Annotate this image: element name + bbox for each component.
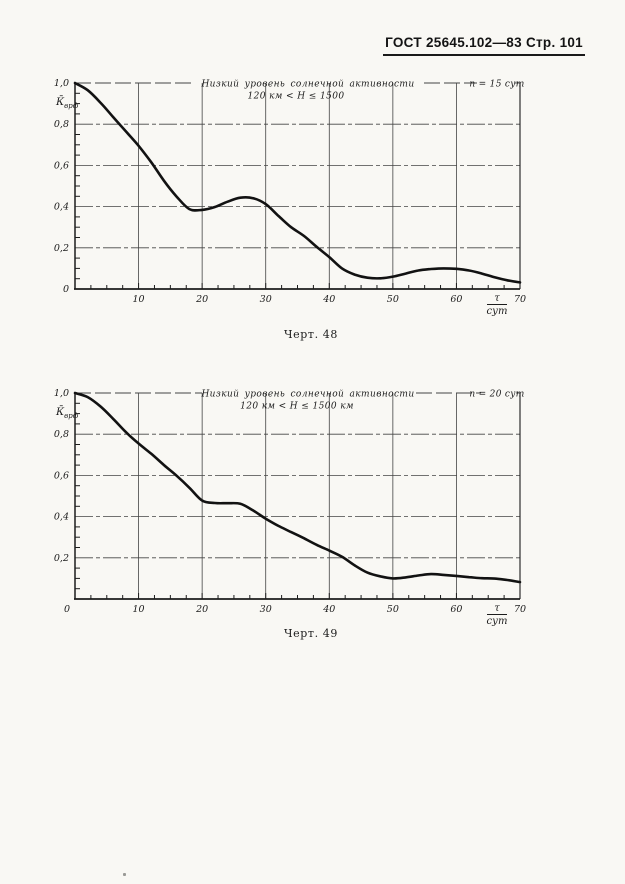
x-tick-label: 60	[450, 294, 462, 305]
y-tick-label: 0,8	[54, 429, 69, 440]
x-tick-label: 30	[260, 604, 272, 615]
x-unit-denominator: сут	[487, 306, 508, 317]
figure-caption: Черт. 49	[284, 627, 338, 640]
y-tick-label: 1,0	[54, 78, 69, 89]
x-tick-label: 70	[514, 294, 526, 305]
x-tick-label: 0	[64, 604, 70, 615]
figure-49-plot-area: 0 10 20 30 40 50 60 70 0,2 0,4 0,6 0,8 1,0 К̄врф τ сут	[54, 388, 526, 627]
y-axis-label: К̄врф	[55, 95, 79, 110]
x-tick-label: 40	[322, 294, 335, 305]
x-tick-label: 50	[387, 604, 399, 615]
figure-48-plot-area: 10 20 30 40 50 60 70 0 0,2 0,4 0,6 0,8 1,0 К̄врф τ сут	[54, 78, 526, 317]
header-text: ГОСТ 25645.102—83 Стр. 101	[385, 35, 583, 50]
y-tick-label: 0	[63, 284, 69, 295]
chart-subtitle: 120 км < H ≤ 1500	[248, 92, 345, 102]
chart-title: Низкий уровень солнечной активности	[200, 390, 414, 400]
data-curve	[73, 81, 522, 284]
y-tick-label: 0,2	[54, 243, 69, 254]
x-tick-label: 10	[133, 604, 145, 615]
y-tick-label: 0,6	[54, 470, 69, 481]
y-tick-label: 0,6	[54, 160, 69, 171]
x-tick-label: 10	[133, 294, 145, 305]
scan-speck	[123, 873, 126, 876]
condition-label: n = 15 сут	[469, 80, 524, 90]
chart-subtitle: 120 км < H ≤ 1500 км	[240, 402, 354, 412]
data-curve	[73, 391, 522, 584]
x-unit-numerator: τ	[494, 603, 500, 614]
x-tick-label: 30	[260, 294, 272, 305]
x-tick-label: 60	[450, 604, 462, 615]
x-tick-label: 70	[514, 604, 526, 615]
figure-caption: Черт. 48	[284, 328, 338, 341]
condition-label: n = 20 сут	[469, 390, 524, 400]
x-unit-denominator: сут	[487, 616, 508, 627]
y-axis-label: К̄врф	[55, 405, 79, 420]
x-tick-label: 50	[387, 294, 399, 305]
y-tick-label: 0,4	[54, 512, 69, 523]
x-tick-label: 20	[195, 604, 208, 615]
x-unit-numerator: τ	[494, 293, 500, 304]
y-tick-label: 0,2	[54, 553, 69, 564]
figure-49-chart: 0 10 20 30 40 50 60 700,20,40,60,81,0К̄врфτсут …	[54, 388, 526, 640]
x-tick-label: 40	[322, 604, 335, 615]
y-tick-label: 0,4	[54, 202, 69, 213]
x-tick-label: 20	[195, 294, 208, 305]
y-tick-label: 1,0	[54, 388, 69, 399]
y-tick-label: 0,8	[54, 119, 69, 130]
page-header: ГОСТ 25645.102—83 Стр. 101	[383, 35, 585, 56]
figure-48-chart: 10 20 30 40 50 60 7000,20,40,60,81,0К̄врфτсут …	[54, 78, 526, 341]
chart-title: Низкий уровень солнечной активности	[200, 80, 414, 90]
